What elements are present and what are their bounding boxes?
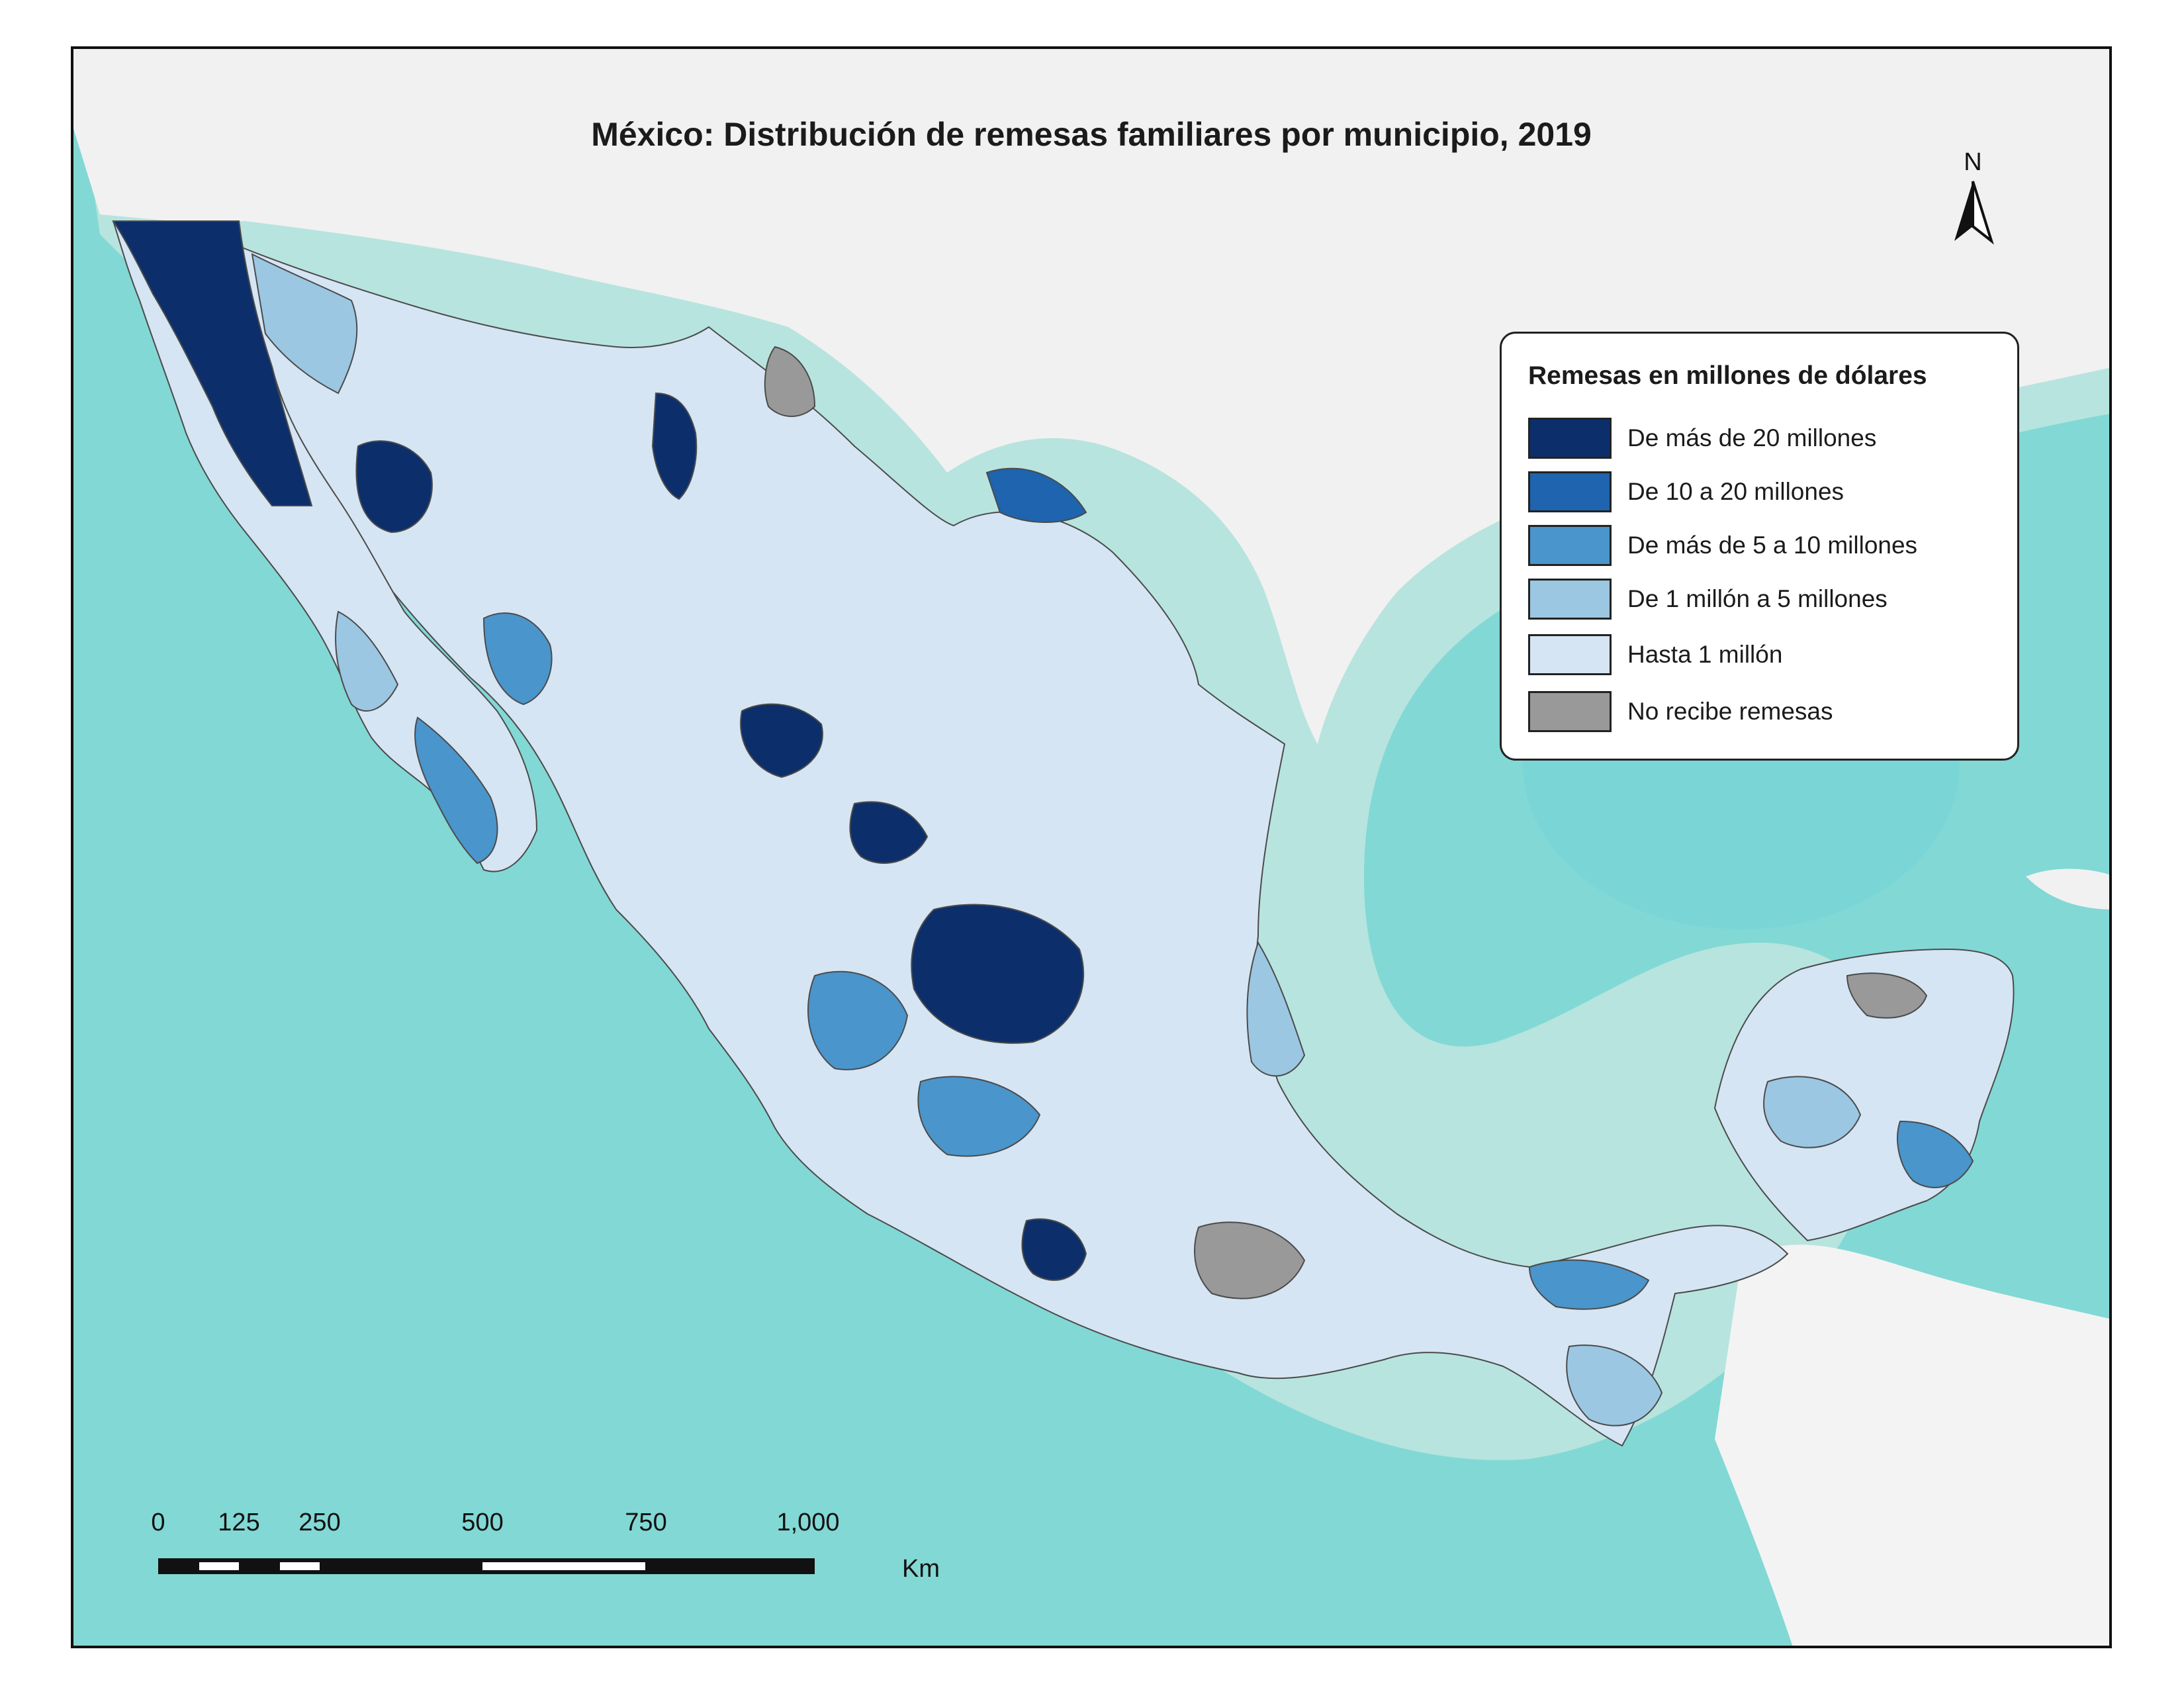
mexico-municipalities[interactable] <box>112 220 2015 1447</box>
oaxaca-gray[interactable] <box>1194 1221 1306 1299</box>
sonora-east-band[interactable] <box>251 253 358 395</box>
legend-swatch <box>1528 691 1612 732</box>
scale-bar: 0 125 250 500 750 1,000 Km <box>151 1509 1000 1588</box>
nuevo-leon-tamps-coast-high[interactable] <box>985 467 1087 523</box>
legend-swatch <box>1528 471 1612 512</box>
campeche-mid[interactable] <box>1763 1076 1862 1149</box>
legend-label: De 1 millón a 5 millones <box>1627 585 1888 612</box>
legend-label: Hasta 1 millón <box>1627 641 1783 668</box>
scale-tick-label: 750 <box>625 1509 667 1536</box>
scale-bar-graphic <box>158 1558 815 1574</box>
legend-label: De más de 20 millones <box>1627 424 1877 451</box>
coahuila-gray[interactable] <box>764 346 816 417</box>
tabasco-mid[interactable] <box>1528 1259 1650 1310</box>
map-title: México: Distribución de remesas familiar… <box>591 116 1592 153</box>
legend-swatch <box>1528 525 1612 566</box>
north-label: N <box>1964 148 1982 176</box>
legend-swatch <box>1528 579 1612 620</box>
map-canvas[interactable] <box>73 49 2112 1648</box>
sonora-hermosillo-high[interactable] <box>355 440 433 534</box>
legend-item: No recibe remesas <box>1528 691 2005 732</box>
central-america-land <box>1715 1244 2109 1646</box>
yucatan-gray-cluster[interactable] <box>1846 972 1928 1019</box>
legend-item: De 1 millón a 5 millones <box>1528 579 2005 620</box>
chiapas-mid[interactable] <box>1566 1344 1663 1427</box>
legend-item: De más de 5 a 10 millones <box>1528 525 2005 566</box>
bajio-central-high[interactable] <box>911 904 1085 1044</box>
scale-tick-label: 125 <box>218 1509 260 1536</box>
north-arrow-icon <box>1954 181 1994 245</box>
veracruz-mid[interactable] <box>1246 941 1306 1077</box>
scale-tick-label: 0 <box>151 1509 165 1536</box>
legend-item: De 10 a 20 millones <box>1528 471 2005 512</box>
durango-high[interactable] <box>740 703 823 778</box>
scale-tick-label: 250 <box>298 1509 341 1536</box>
north-arrow: N <box>1927 148 2019 254</box>
legend-swatch <box>1528 634 1612 675</box>
legend: Remesas en millones de dólares De más de… <box>1500 332 2019 761</box>
cuba-land <box>2026 868 2109 910</box>
baja-sur-mid[interactable] <box>335 610 399 712</box>
baja-norte-high[interactable] <box>112 220 313 506</box>
legend-label: De más de 5 a 10 millones <box>1627 532 1918 559</box>
sinaloa-coast[interactable] <box>482 612 553 706</box>
chihuahua-high[interactable] <box>651 392 698 500</box>
scale-tick-label: 500 <box>461 1509 504 1536</box>
mexico-mainland[interactable] <box>242 246 1789 1447</box>
scale-unit: Km <box>902 1555 940 1583</box>
jalisco-mid[interactable] <box>807 970 909 1070</box>
legend-title: Remesas en millones de dólares <box>1528 361 1927 390</box>
legend-label: De 10 a 20 millones <box>1627 478 1844 505</box>
guerrero-high[interactable] <box>1021 1218 1087 1281</box>
legend-label: No recibe remesas <box>1627 698 1833 725</box>
baja-sur-cape[interactable] <box>414 716 498 865</box>
scale-tick-label: 1,000 <box>776 1509 840 1536</box>
legend-item: Hasta 1 millón <box>1528 634 2005 675</box>
legend-item: De más de 20 millones <box>1528 418 2005 459</box>
map-frame: México: Distribución de remesas familiar… <box>71 46 2112 1648</box>
michoacan-mid[interactable] <box>917 1076 1041 1157</box>
quintana-roo-south[interactable] <box>1897 1120 1974 1188</box>
united-states-land <box>73 49 2109 744</box>
zacatecas-high[interactable] <box>849 801 929 864</box>
legend-swatch <box>1528 418 1612 459</box>
